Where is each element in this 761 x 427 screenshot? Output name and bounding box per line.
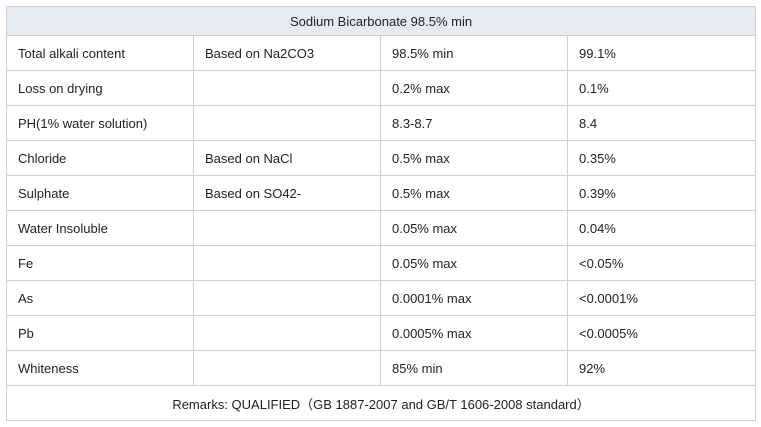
spec-cell: 0.5% max: [380, 175, 568, 211]
result-cell: 0.1%: [566, 70, 757, 106]
basis-cell: [193, 105, 381, 141]
spec-cell: 0.0005% max: [380, 315, 568, 351]
result-cell: <0.05%: [566, 245, 757, 281]
table-title: Sodium Bicarbonate 98.5% min: [5, 6, 757, 36]
result-cell: 0.35%: [566, 140, 757, 176]
table-row: Chloride Based on NaCl 0.5% max 0.35%: [6, 140, 757, 176]
table-row: Whiteness 85% min 92%: [6, 350, 757, 386]
basis-cell: Based on NaCl: [193, 140, 381, 176]
table-row: Loss on drying 0.2% max 0.1%: [6, 70, 757, 106]
result-cell: 0.04%: [566, 210, 757, 246]
item-cell: Sulphate: [6, 175, 194, 211]
spec-cell: 98.5% min: [380, 35, 568, 71]
table-row: Sulphate Based on SO42- 0.5% max 0.39%: [6, 175, 757, 211]
result-cell: 8.4: [566, 105, 757, 141]
spec-cell: 0.05% max: [380, 210, 568, 246]
table-row: As 0.0001% max <0.0001%: [6, 280, 757, 316]
item-cell: Water Insoluble: [6, 210, 194, 246]
result-cell: <0.0001%: [566, 280, 757, 316]
remarks-text: Remarks: QUALIFIED（GB 1887-2007 and GB/T…: [5, 385, 757, 421]
item-cell: Total alkali content: [6, 35, 194, 71]
spec-cell: 0.5% max: [380, 140, 568, 176]
basis-cell: Based on Na2CO3: [193, 35, 381, 71]
basis-cell: [193, 315, 381, 351]
item-cell: Pb: [6, 315, 194, 351]
result-cell: 92%: [566, 350, 757, 386]
result-cell: 0.39%: [566, 175, 757, 211]
item-cell: PH(1% water solution): [6, 105, 194, 141]
basis-cell: [193, 70, 381, 106]
remarks-row: Remarks: QUALIFIED（GB 1887-2007 and GB/T…: [5, 385, 757, 421]
item-cell: Chloride: [6, 140, 194, 176]
result-cell: 99.1%: [566, 35, 757, 71]
table-row: Fe 0.05% max <0.05%: [6, 245, 757, 281]
item-cell: Whiteness: [6, 350, 194, 386]
table-row: Total alkali content Based on Na2CO3 98.…: [6, 35, 757, 71]
spec-cell: 0.05% max: [380, 245, 568, 281]
basis-cell: [193, 350, 381, 386]
basis-cell: Based on SO42-: [193, 175, 381, 211]
basis-cell: [193, 245, 381, 281]
basis-cell: [193, 210, 381, 246]
spec-cell: 0.2% max: [380, 70, 568, 106]
item-cell: As: [6, 280, 194, 316]
item-cell: Fe: [6, 245, 194, 281]
result-cell: <0.0005%: [566, 315, 757, 351]
spec-cell: 0.0001% max: [380, 280, 568, 316]
table-title-row: Sodium Bicarbonate 98.5% min: [5, 6, 757, 36]
spec-cell: 8.3-8.7: [380, 105, 568, 141]
basis-cell: [193, 280, 381, 316]
table-row: PH(1% water solution) 8.3-8.7 8.4: [6, 105, 757, 141]
specification-table: Sodium Bicarbonate 98.5% min Total alkal…: [5, 6, 757, 421]
table-row: Pb 0.0005% max <0.0005%: [6, 315, 757, 351]
table-row: Water Insoluble 0.05% max 0.04%: [6, 210, 757, 246]
spec-cell: 85% min: [380, 350, 568, 386]
item-cell: Loss on drying: [6, 70, 194, 106]
